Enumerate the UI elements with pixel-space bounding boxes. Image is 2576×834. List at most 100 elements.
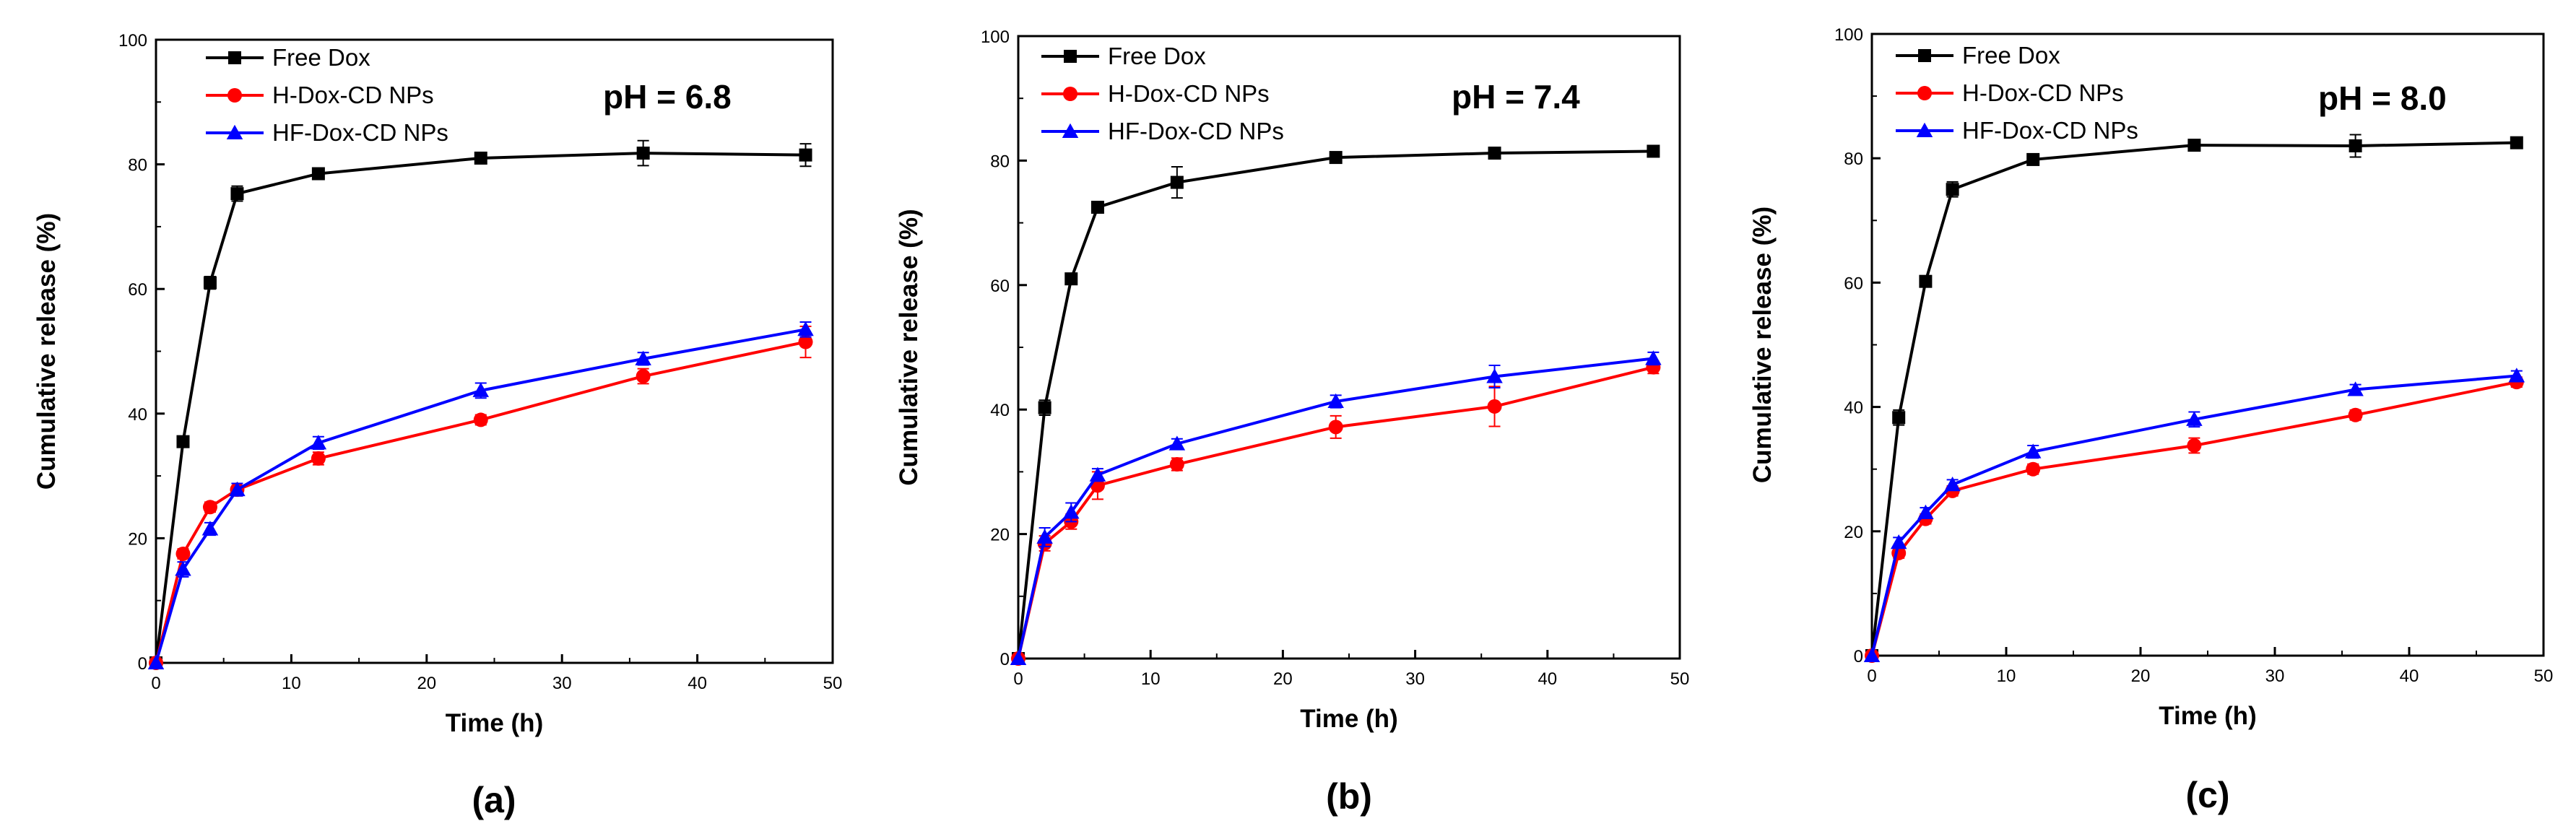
x-tick-label: 0: [1013, 669, 1023, 689]
data-point-hf-dox-cd-nps: [2024, 443, 2042, 459]
legend-label-h-dox-cd-nps: H-Dox-CD NPs: [272, 82, 434, 108]
y-tick-label: 60: [1844, 274, 1863, 293]
data-point-free-dox: [2349, 139, 2362, 152]
legend-marker-h-dox-cd-nps: [1917, 86, 1932, 100]
data-point-hf-dox-cd-nps: [1890, 534, 1907, 550]
legend-label-free-dox: Free Dox: [272, 44, 370, 71]
data-point-free-dox: [230, 187, 244, 201]
legend-label-hf-dox-cd-nps: HF-Dox-CD NPs: [272, 119, 448, 146]
data-point-free-dox: [1892, 411, 1906, 425]
data-point-free-dox: [2026, 152, 2040, 166]
data-point-h-dox-cd-nps: [2348, 407, 2363, 422]
legend: Free Dox H-Dox-CD NPs HF-Dox-CD NPs: [1896, 42, 2138, 144]
x-tick-label: 30: [552, 674, 572, 693]
x-tick-label: 40: [2400, 666, 2419, 686]
y-tick-label: 0: [1000, 650, 1010, 669]
legend-marker-h-dox-cd-nps: [227, 88, 242, 103]
legend: Free Dox H-Dox-CD NPs HF-Dox-CD NPs: [1041, 43, 1284, 144]
y-tick-label: 80: [1844, 149, 1863, 169]
panel-caption: (c): [2185, 775, 2229, 815]
data-point-hf-dox-cd-nps: [635, 350, 651, 365]
y-tick-label: 40: [128, 405, 147, 425]
y-tick-label: 80: [128, 156, 147, 175]
ph-annotation: pH = 8.0: [2318, 79, 2447, 117]
data-point-hf-dox-cd-nps: [229, 481, 246, 497]
y-tick-label: 0: [1854, 647, 1863, 666]
legend-label-hf-dox-cd-nps: HF-Dox-CD NPs: [1962, 117, 2138, 144]
y-tick-label: 60: [128, 280, 147, 300]
y-tick-label: 20: [990, 526, 1010, 545]
x-tick-label: 50: [2534, 666, 2554, 686]
legend-marker-free-dox: [228, 51, 241, 64]
data-point-h-dox-cd-nps: [311, 451, 326, 466]
legend-label-free-dox: Free Dox: [1962, 42, 2060, 69]
chart-panel-b: 0 10 20 30 40 50 0 20 40 60 80 100 Time (h) Cumulativ…: [895, 27, 1689, 817]
series-line-free-dox: [1870, 141, 2517, 656]
data-point-free-dox: [1064, 272, 1078, 286]
x-axis-title: Time (h): [2159, 702, 2256, 730]
data-point-free-dox: [1329, 151, 1343, 165]
data-point-free-dox: [311, 167, 325, 181]
y-tick-label: 40: [1844, 399, 1863, 418]
legend-marker-hf-dox-cd-nps: [1062, 123, 1079, 138]
x-axis-title: Time (h): [1300, 705, 1397, 733]
data-point-free-dox: [799, 148, 812, 162]
data-point-hf-dox-cd-nps: [1645, 350, 1662, 365]
legend-label-h-dox-cd-nps: H-Dox-CD NPs: [1108, 80, 1270, 107]
y-tick-label: 80: [990, 152, 1010, 171]
x-axis-title: Time (h): [446, 709, 543, 737]
data-point-hf-dox-cd-nps: [2347, 381, 2364, 396]
data-point-hf-dox-cd-nps: [201, 521, 219, 536]
ph-annotation: pH = 7.4: [1452, 78, 1580, 116]
x-tick-label: 30: [2265, 666, 2285, 686]
series-line-hf-dox-cd-nps: [155, 328, 806, 664]
data-point-free-dox: [1090, 201, 1104, 214]
data-point-h-dox-cd-nps: [2187, 438, 2202, 453]
data-point-h-dox-cd-nps: [1169, 457, 1184, 472]
y-tick-label: 20: [128, 529, 147, 549]
series-free-dox: [1012, 144, 1660, 665]
data-point-h-dox-cd-nps: [636, 369, 651, 384]
data-point-free-dox: [1919, 274, 1933, 288]
data-point-hf-dox-cd-nps: [2186, 411, 2203, 426]
series-line-free-dox: [155, 152, 806, 664]
data-point-free-dox: [1488, 147, 1501, 160]
x-tick-label: 20: [417, 674, 436, 693]
data-point-free-dox: [176, 435, 190, 448]
data-point-hf-dox-cd-nps: [175, 561, 191, 576]
data-point-free-dox: [2510, 136, 2523, 149]
x-tick-label: 20: [2131, 666, 2151, 686]
data-point-hf-dox-cd-nps: [797, 321, 814, 336]
data-point-hf-dox-cd-nps: [1010, 650, 1027, 665]
series-hf-dox-cd-nps: [147, 321, 814, 669]
x-tick-label: 30: [1405, 669, 1425, 689]
data-point-hf-dox-cd-nps: [1168, 435, 1186, 451]
series-free-dox: [149, 139, 812, 669]
series-line-hf-dox-cd-nps: [1017, 357, 1654, 659]
x-tick-label: 50: [823, 674, 843, 693]
data-point-free-dox: [1647, 144, 1660, 158]
data-point-hf-dox-cd-nps: [147, 654, 165, 669]
data-point-hf-dox-cd-nps: [1917, 504, 1934, 519]
data-point-free-dox: [474, 151, 487, 165]
legend-label-hf-dox-cd-nps: HF-Dox-CD NPs: [1108, 118, 1284, 144]
x-tick-label: 0: [151, 674, 160, 693]
y-tick-label: 0: [138, 654, 147, 674]
data-point-hf-dox-cd-nps: [1486, 368, 1503, 383]
x-tick-label: 20: [1273, 669, 1293, 689]
x-tick-label: 40: [1538, 669, 1557, 689]
y-tick-label: 60: [990, 277, 1010, 296]
data-point-hf-dox-cd-nps: [1089, 466, 1106, 482]
data-point-hf-dox-cd-nps: [1036, 529, 1053, 544]
legend-marker-free-dox: [1064, 50, 1077, 63]
data-point-hf-dox-cd-nps: [1944, 476, 1961, 492]
data-point-h-dox-cd-nps: [1328, 420, 1343, 435]
series-free-dox: [1865, 134, 2523, 662]
data-point-h-dox-cd-nps: [798, 334, 813, 349]
data-point-hf-dox-cd-nps: [2508, 368, 2525, 383]
data-point-hf-dox-cd-nps: [1327, 393, 1344, 408]
data-point-hf-dox-cd-nps: [1863, 647, 1881, 662]
data-point-h-dox-cd-nps: [1487, 399, 1502, 414]
